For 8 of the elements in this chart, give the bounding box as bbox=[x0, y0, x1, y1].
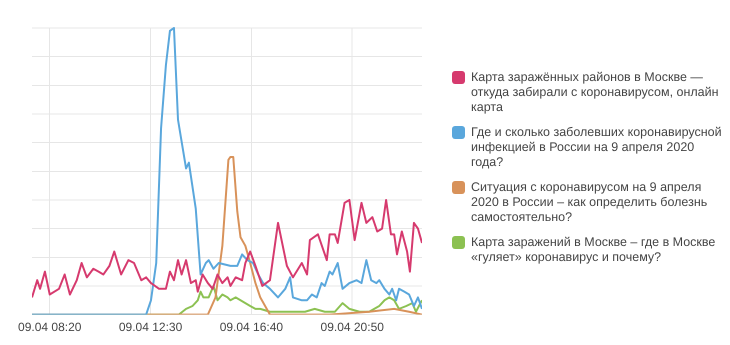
legend-label: Ситуация с коронавирусом на 9 апреля 2020 в России – как определить болезнь самостоятельно? bbox=[471, 180, 708, 225]
x-tick-label: 09.04 08:20 bbox=[18, 320, 82, 334]
x-tick-label: 09.04 16:40 bbox=[220, 320, 284, 334]
legend-label: Где и сколько заболевших коронавирусной инфекцией в России на 9 апреля 2020 года? bbox=[471, 125, 723, 170]
legend-label: Карта заражённых районов в Москве — откуда забирали с коронавирусом, онлайн карта bbox=[471, 70, 720, 115]
x-tick-label: 09.04 20:50 bbox=[320, 320, 384, 334]
legend-label: Карта заражений в Москве – где в Москве «гуляет» коронавирус и почему? bbox=[471, 235, 716, 265]
x-tick-label: 09.04 12:30 bbox=[118, 320, 183, 334]
